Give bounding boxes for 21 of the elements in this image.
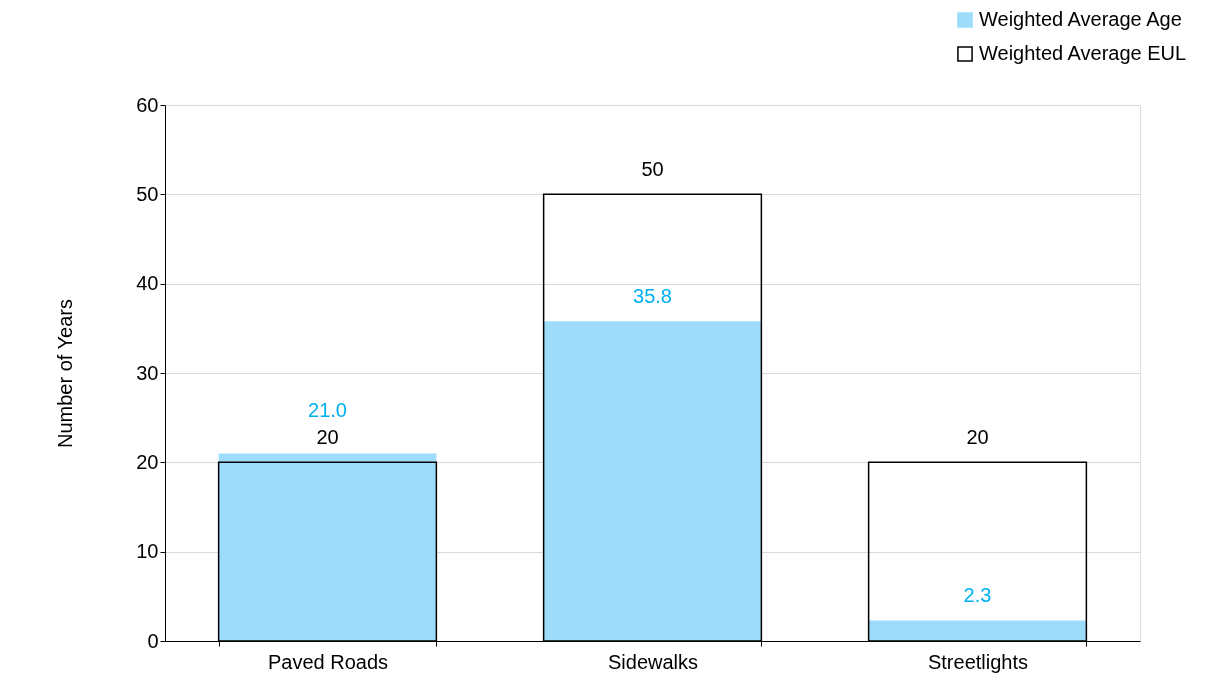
data-label: 2.3 — [963, 584, 992, 607]
data-label: 20 — [316, 426, 339, 449]
y-axis-title: Number of Years — [54, 299, 77, 448]
data-label: 20 — [966, 426, 989, 449]
legend-label: Weighted Average Age — [979, 8, 1182, 30]
bar — [868, 620, 1087, 641]
data-label: 35.8 — [633, 285, 672, 308]
x-tick-label: Streetlights — [927, 650, 1029, 673]
data-label: 21.0 — [308, 399, 347, 422]
y-tick-label: 40 — [136, 272, 159, 295]
data-label: 50 — [641, 158, 664, 181]
y-tick-label: 20 — [136, 450, 159, 473]
bar — [543, 321, 762, 641]
y-tick-label: 0 — [147, 629, 159, 652]
y-tick-label: 30 — [136, 361, 159, 384]
y-tick-label: 60 — [136, 93, 159, 116]
y-tick-label: 50 — [136, 182, 159, 205]
x-tick-label: Paved Roads — [267, 650, 389, 673]
x-tick-label: Sidewalks — [607, 650, 699, 673]
legend-label: Weighted Average EUL — [979, 42, 1187, 64]
y-tick-label: 10 — [136, 540, 159, 563]
